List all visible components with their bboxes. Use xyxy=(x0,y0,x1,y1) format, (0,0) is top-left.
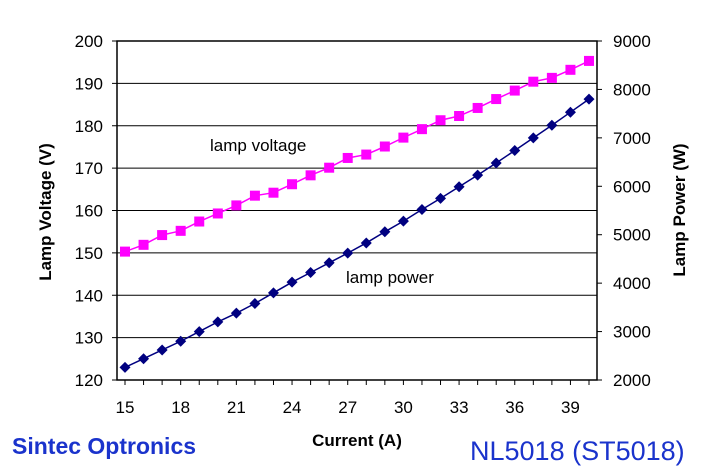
right-tick-label: 3000 xyxy=(613,323,651,342)
left-tick-label: 130 xyxy=(75,329,103,348)
data-point-lamp-voltage xyxy=(212,208,223,219)
data-point-lamp-voltage xyxy=(138,239,149,250)
series-lamp-voltage xyxy=(120,55,594,257)
data-point-lamp-power xyxy=(527,132,539,144)
data-point-lamp-power xyxy=(267,287,279,299)
right-tick-label: 6000 xyxy=(613,177,651,196)
data-point-lamp-voltage xyxy=(361,149,372,160)
x-tick-label: 39 xyxy=(561,398,580,417)
left-tick-label: 160 xyxy=(75,202,103,221)
x-tick-label: 30 xyxy=(394,398,413,417)
x-tick-label: 15 xyxy=(116,398,135,417)
left-axis-ticks: 120 130 140 150 160 170 180 190 200 xyxy=(75,32,117,390)
data-point-lamp-voltage xyxy=(546,72,557,83)
data-point-lamp-power xyxy=(583,93,595,105)
data-point-lamp-power xyxy=(175,335,187,347)
data-point-lamp-voltage xyxy=(491,94,502,105)
data-point-lamp-voltage xyxy=(416,124,427,135)
x-tick-label: 27 xyxy=(338,398,357,417)
right-tick-label: 2000 xyxy=(613,371,651,390)
data-point-lamp-power xyxy=(509,144,521,156)
data-point-lamp-voltage xyxy=(379,141,390,152)
data-point-lamp-power xyxy=(379,226,391,238)
data-point-lamp-power xyxy=(342,247,354,259)
right-tick-label: 9000 xyxy=(613,32,651,51)
data-point-lamp-power xyxy=(472,169,484,181)
left-tick-label: 120 xyxy=(75,371,103,390)
left-axis-title: Lamp Voltage (V) xyxy=(36,143,55,281)
data-point-lamp-voltage xyxy=(157,230,168,241)
data-point-lamp-voltage xyxy=(565,64,576,75)
right-tick-label: 7000 xyxy=(613,129,651,148)
left-tick-label: 150 xyxy=(75,244,103,263)
left-tick-label: 190 xyxy=(75,74,103,93)
data-point-lamp-power xyxy=(323,257,335,269)
data-point-lamp-voltage xyxy=(509,85,520,96)
data-point-lamp-power xyxy=(490,157,502,169)
data-point-lamp-voltage xyxy=(175,225,186,236)
data-point-lamp-voltage xyxy=(120,246,130,257)
data-point-lamp-power xyxy=(397,215,409,227)
data-point-lamp-voltage xyxy=(584,55,594,66)
x-tick-label: 33 xyxy=(450,398,469,417)
data-point-lamp-power xyxy=(156,344,168,356)
data-point-lamp-power xyxy=(212,316,224,328)
data-point-lamp-power xyxy=(138,353,150,365)
data-point-lamp-voltage xyxy=(398,132,409,143)
data-point-lamp-voltage xyxy=(268,187,279,198)
data-point-lamp-power xyxy=(564,106,576,118)
data-point-lamp-voltage xyxy=(305,170,316,181)
right-axis-title: Lamp Power (W) xyxy=(670,143,689,276)
data-point-lamp-voltage xyxy=(342,152,353,163)
data-point-lamp-voltage xyxy=(435,115,446,126)
data-point-lamp-power xyxy=(193,326,205,338)
left-tick-label: 180 xyxy=(75,117,103,136)
right-tick-label: 8000 xyxy=(613,80,651,99)
data-point-lamp-power xyxy=(119,361,131,373)
model-label: NL5018 (ST5018) xyxy=(470,436,685,466)
right-tick-label: 5000 xyxy=(613,226,651,245)
data-point-lamp-voltage xyxy=(454,111,465,122)
data-point-lamp-voltage xyxy=(324,162,335,173)
data-point-lamp-power xyxy=(360,237,372,249)
x-tick-label: 36 xyxy=(505,398,524,417)
data-point-lamp-voltage xyxy=(528,76,539,87)
data-point-lamp-power xyxy=(286,276,298,288)
left-tick-label: 170 xyxy=(75,159,103,178)
right-tick-label: 4000 xyxy=(613,274,651,293)
data-point-lamp-voltage xyxy=(472,102,483,113)
series-lamp-power xyxy=(119,93,595,373)
series-layer xyxy=(119,55,595,373)
data-point-lamp-power xyxy=(453,181,465,193)
data-point-lamp-power xyxy=(230,307,242,319)
data-point-lamp-voltage xyxy=(231,200,242,211)
brand-label: Sintec Optronics xyxy=(12,433,197,459)
left-tick-label: 140 xyxy=(75,286,103,305)
data-point-lamp-voltage xyxy=(287,179,298,190)
data-point-lamp-power xyxy=(546,119,558,131)
right-axis-ticks: 2000 3000 4000 5000 6000 7000 8000 9000 xyxy=(597,32,651,390)
annotation-lamp-voltage: lamp voltage xyxy=(210,136,306,155)
x-tick-label: 21 xyxy=(227,398,246,417)
data-point-lamp-power xyxy=(416,204,428,216)
x-tick-label: 18 xyxy=(171,398,190,417)
left-tick-label: 200 xyxy=(75,32,103,51)
x-axis-title: Current (A) xyxy=(312,431,402,450)
data-point-lamp-power xyxy=(305,266,317,278)
x-tick-label: 24 xyxy=(283,398,302,417)
annotation-lamp-power: lamp power xyxy=(346,268,434,287)
grid-lines xyxy=(117,82,597,339)
data-point-lamp-power xyxy=(249,297,261,309)
x-axis-ticks: 15 18 21 24 27 30 33 36 39 xyxy=(116,380,590,417)
data-point-lamp-power xyxy=(435,192,447,204)
data-point-lamp-voltage xyxy=(249,190,260,201)
data-point-lamp-voltage xyxy=(194,216,205,227)
